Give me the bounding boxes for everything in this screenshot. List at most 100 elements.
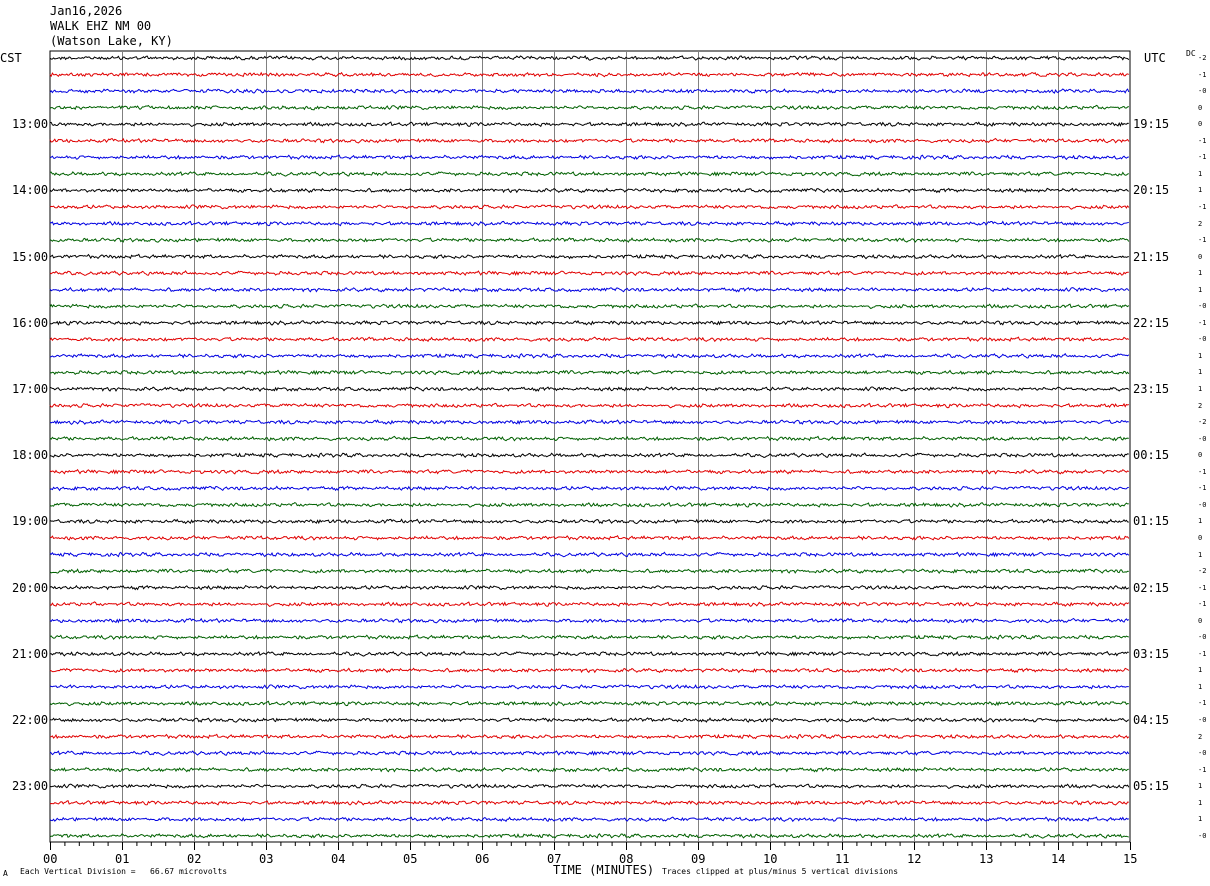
x-tick-label: 01	[115, 852, 130, 866]
dc-offset-value: -1	[1198, 70, 1207, 79]
dc-offset-value: 1	[1198, 517, 1203, 526]
right-hour-label: 20:15	[1133, 183, 1170, 198]
trace-25	[49, 452, 1129, 459]
dc-offset-value: -1	[1198, 484, 1207, 493]
trace-23	[49, 419, 1129, 425]
dc-offset-value: -0	[1198, 335, 1207, 344]
trace-10	[49, 204, 1130, 210]
trace-18	[49, 336, 1130, 343]
dc-offset-value: -1	[1198, 699, 1207, 708]
footer-mark: A	[3, 869, 8, 878]
dc-offset-value: 1	[1198, 815, 1203, 824]
trace-36	[49, 634, 1129, 641]
right-hour-label: 22:15	[1133, 315, 1170, 330]
trace-38	[49, 667, 1130, 674]
header-station: WALK EHZ NM 00	[50, 19, 152, 33]
trace-48	[49, 833, 1129, 839]
dc-offset-value: 0	[1198, 120, 1203, 129]
x-tick-label: 03	[259, 852, 274, 866]
dc-offset-value: 1	[1198, 186, 1203, 195]
x-axis-title: TIME (MINUTES)	[553, 863, 655, 877]
footer-clip-text: Traces clipped at plus/minus 5 vertical …	[662, 867, 899, 876]
right-hour-label: 05:15	[1133, 779, 1170, 794]
x-tick-label: 12	[907, 852, 922, 866]
trace-26	[49, 468, 1130, 475]
dc-offset-value: 1	[1198, 798, 1203, 807]
trace-29	[49, 518, 1129, 525]
trace-24	[49, 435, 1129, 442]
right-hour-label: 02:15	[1133, 580, 1170, 595]
trace-31	[49, 551, 1130, 558]
trace-19	[49, 352, 1130, 359]
right-hour-label: 19:15	[1133, 117, 1170, 132]
trace-47	[49, 816, 1129, 823]
dc-offset-value: -0	[1198, 500, 1207, 509]
trace-13	[49, 253, 1129, 260]
left-hour-label: 18:00	[12, 448, 49, 463]
dc-offset-value: -0	[1198, 302, 1207, 311]
trace-8	[49, 170, 1130, 177]
dc-offset-value: 0	[1198, 103, 1203, 112]
footer-division-text: Each Vertical Division = 66.67 microvolt…	[20, 867, 228, 876]
x-tick-label: 14	[1051, 852, 1066, 866]
trace-14	[49, 270, 1129, 277]
x-tick-label: 11	[835, 852, 850, 866]
trace-40	[49, 700, 1129, 707]
dc-offset-value: -0	[1198, 716, 1207, 724]
trace-41	[49, 717, 1130, 723]
dc-offset-value: -1	[1198, 202, 1207, 211]
right-hour-label: 23:15	[1133, 382, 1170, 396]
x-tick-label: 00	[43, 852, 58, 866]
dc-offset-value: -0	[1198, 87, 1207, 96]
trace-28	[49, 501, 1129, 508]
right-hour-label: 04:15	[1133, 713, 1170, 727]
dc-offset-value: 1	[1198, 351, 1203, 360]
dc-offset-value: 2	[1198, 401, 1203, 410]
dc-offset-value: 1	[1198, 666, 1203, 675]
dc-offset-value: 1	[1198, 169, 1203, 178]
dc-offset-value: -2	[1198, 567, 1207, 576]
left-timezone-label: CST	[0, 51, 22, 65]
x-tick-label: 05	[403, 852, 418, 866]
header-location: (Watson Lake, KY)	[50, 34, 173, 48]
trace-21	[49, 386, 1130, 392]
trace-6	[49, 137, 1130, 144]
trace-22	[49, 402, 1129, 409]
x-tick-label: 09	[691, 852, 706, 866]
trace-27	[49, 485, 1129, 492]
trace-35	[49, 617, 1130, 624]
trace-16	[49, 303, 1130, 310]
dc-offset-value: 1	[1198, 385, 1203, 393]
x-tick-label: 08	[619, 852, 634, 866]
trace-46	[49, 799, 1129, 806]
header-date: Jan16,2026	[50, 4, 123, 18]
dc-offset-value: 0	[1198, 533, 1203, 542]
trace-17	[49, 319, 1130, 326]
left-hour-label: 14:00	[12, 183, 49, 198]
dc-offset-value: -1	[1198, 583, 1207, 592]
trace-7	[49, 154, 1129, 161]
trace-34	[49, 601, 1130, 608]
x-tick-label: 06	[475, 852, 490, 866]
dc-offset-value: 0	[1198, 451, 1203, 460]
dc-offset-value: 1	[1198, 368, 1203, 377]
dc-offset-value: 0	[1198, 252, 1203, 261]
right-hour-label: 00:15	[1133, 448, 1170, 463]
trace-39	[49, 684, 1129, 690]
trace-45	[49, 783, 1130, 790]
x-tick-label: 13	[979, 852, 994, 866]
left-hour-label: 23:00	[12, 779, 49, 794]
right-timezone-label: UTC	[1144, 51, 1166, 65]
dc-offset-value: -1	[1198, 600, 1207, 609]
trace-43	[49, 750, 1130, 756]
left-hour-label: 16:00	[12, 315, 49, 330]
dc-offset-value: -1	[1198, 318, 1207, 327]
dc-offset-value: 1	[1198, 682, 1203, 691]
dc-offset-value: -1	[1198, 236, 1207, 245]
dc-label: DC	[1186, 49, 1196, 58]
left-hour-label: 19:00	[12, 514, 49, 529]
right-hour-label: 01:15	[1133, 514, 1170, 529]
trace-3	[49, 88, 1130, 95]
trace-15	[49, 286, 1130, 293]
